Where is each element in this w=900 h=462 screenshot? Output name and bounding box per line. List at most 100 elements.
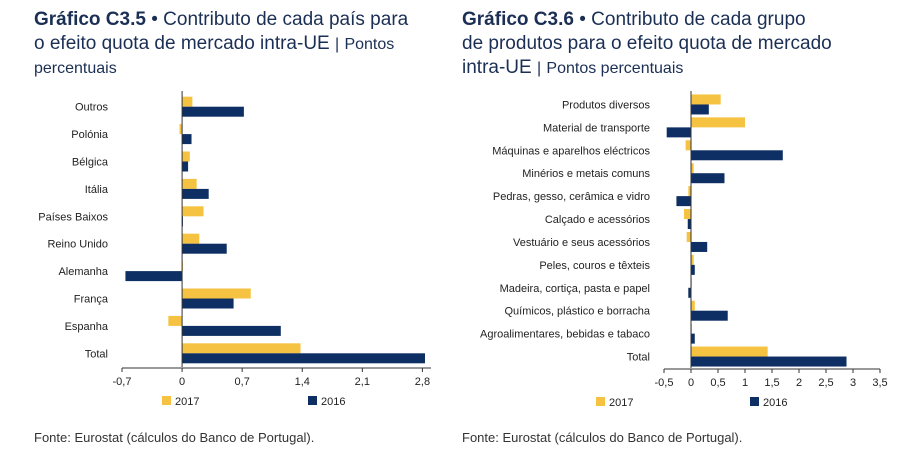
right-category-label: Químicos, plástico e borracha (504, 306, 650, 318)
left-category-label: Outros (75, 102, 109, 114)
left-bar-2017 (182, 288, 251, 299)
left-bar-2016 (182, 298, 234, 309)
right-tick-label: 3 (850, 377, 856, 389)
right-bar-2016 (691, 310, 728, 321)
right-category-label: Total (627, 352, 650, 364)
right-category-label: Madeira, cortiça, pasta e papel (500, 283, 650, 295)
right-title-unit: Pontos percentuais (546, 60, 684, 77)
right-bar-2017 (691, 94, 721, 105)
left-bar-2017 (182, 206, 204, 217)
left-tick-label: 2,8 (415, 376, 430, 388)
right-bar-2016 (688, 287, 691, 298)
right-legend-label-2017: 2017 (609, 397, 633, 409)
right-bar-2016 (691, 173, 725, 184)
right-category-label: Material de transporte (543, 122, 650, 134)
right-bar-2016 (691, 241, 708, 252)
left-bar-2017 (182, 96, 193, 107)
right-category-label: Calçado e acessórios (545, 214, 651, 226)
left-bar-2016 (182, 161, 189, 172)
right-bar-2017 (691, 117, 745, 128)
left-tick-label: 2,1 (355, 376, 370, 388)
left-category-label: Países Baixos (38, 211, 108, 223)
right-legend-swatch-2017 (596, 397, 605, 406)
left-category-label: Total (85, 348, 108, 360)
right-bar-2017 (688, 186, 691, 197)
left-category-label: Polónia (71, 129, 109, 141)
left-title-bullet: • (151, 9, 158, 30)
right-title-separator: | (536, 60, 542, 77)
right-chart-title: Gráfico C3.6 • Contributo de cada grupo … (462, 8, 892, 81)
right-bar-2016 (691, 356, 847, 367)
right-bar-2017 (685, 140, 691, 151)
right-title-line2: de produtos para o efeito quota de merca… (462, 33, 832, 54)
right-bar-2016 (691, 104, 709, 115)
right-tick-label: 1 (742, 377, 748, 389)
right-bar-2017 (686, 231, 691, 242)
left-category-label: França (74, 294, 109, 306)
right-tick-label: -0,5 (655, 377, 674, 389)
left-bar-2016 (182, 243, 227, 254)
right-category-label: Produtos diversos (562, 99, 651, 111)
right-bar-2016 (691, 150, 783, 161)
right-bar-2016 (691, 264, 695, 275)
left-bar-2016 (125, 271, 183, 282)
left-bar-2017 (182, 151, 190, 162)
right-category-label: Vestuário e seus acessórios (513, 237, 650, 249)
left-category-label: Itália (85, 184, 109, 196)
right-category-label: Agroalimentares, bebidas e tabaco (480, 329, 650, 341)
right-bar-2016 (691, 333, 695, 344)
right-bar-2017 (691, 163, 694, 174)
right-legend-label-2016: 2016 (763, 397, 787, 409)
left-category-label: Espanha (65, 321, 109, 333)
right-bar-2016 (676, 196, 691, 207)
left-legend-label-2016: 2016 (321, 396, 345, 408)
left-category-label: Reino Unido (47, 239, 108, 251)
left-title-line1: Contributo de cada país para (163, 9, 409, 30)
left-tick-label: 0,7 (235, 376, 250, 388)
left-legend-label-2017: 2017 (175, 396, 199, 408)
left-tick-label: 1,4 (295, 376, 310, 388)
left-title-line2: o efeito quota de mercado intra-UE (34, 33, 330, 54)
right-bar-2016 (687, 219, 691, 230)
right-title-number: Gráfico C3.6 (462, 9, 574, 30)
left-bar-2016 (182, 353, 425, 364)
right-tick-label: 2 (796, 377, 802, 389)
left-title-separator: | (335, 36, 340, 53)
right-title-bullet: • (579, 9, 586, 30)
left-bar-2017 (182, 233, 200, 244)
left-legend-swatch-2017 (162, 396, 171, 405)
right-bar-2017 (691, 254, 694, 265)
left-chart-title: Gráfico C3.5 • Contributo de cada país p… (34, 8, 444, 81)
left-legend-swatch-2016 (308, 396, 317, 405)
left-category-label: Alemanha (58, 266, 108, 278)
left-tick-label: -0,7 (113, 376, 132, 388)
right-category-label: Pedras, gesso, cerâmica e vidro (493, 191, 650, 203)
left-tick-label: 0 (179, 376, 185, 388)
right-category-label: Máquinas e aparelhos eléctricos (492, 145, 650, 157)
right-tick-label: 0 (688, 377, 694, 389)
right-bar-2017 (691, 346, 768, 357)
left-bar-2016 (182, 134, 192, 145)
left-title-unit-part1: Pontos (344, 36, 395, 53)
left-bar-2016 (182, 325, 281, 336)
left-bar-2017 (182, 343, 301, 354)
left-bar-2017 (182, 178, 197, 189)
left-source-note: Fonte: Eurostat (cálculos do Banco de Po… (34, 430, 315, 445)
right-category-label: Minérios e metais comuns (522, 168, 650, 180)
right-bar-2017 (683, 209, 691, 220)
right-bar-2017 (691, 300, 695, 311)
right-tick-label: 3,5 (872, 377, 887, 389)
right-legend-swatch-2016 (750, 397, 759, 406)
left-bar-2017 (168, 315, 183, 326)
right-title-line1: Contributo de cada grupo (591, 9, 806, 30)
right-title-line3: intra-UE (462, 57, 532, 78)
right-category-label: Peles, couros e têxteis (539, 260, 650, 272)
left-title-number: Gráfico C3.5 (34, 9, 146, 30)
left-category-label: Bélgica (72, 157, 109, 169)
right-tick-label: 2,5 (818, 377, 833, 389)
right-tick-label: 1,5 (764, 377, 779, 389)
right-bar-chart: Produtos diversos Material de transporte M… (480, 91, 888, 409)
left-bar-chart: Outros Polónia Bélgica Itália Países Baixos R… (38, 91, 431, 408)
left-bar-2016 (182, 188, 209, 199)
right-bar-2016 (666, 127, 691, 138)
